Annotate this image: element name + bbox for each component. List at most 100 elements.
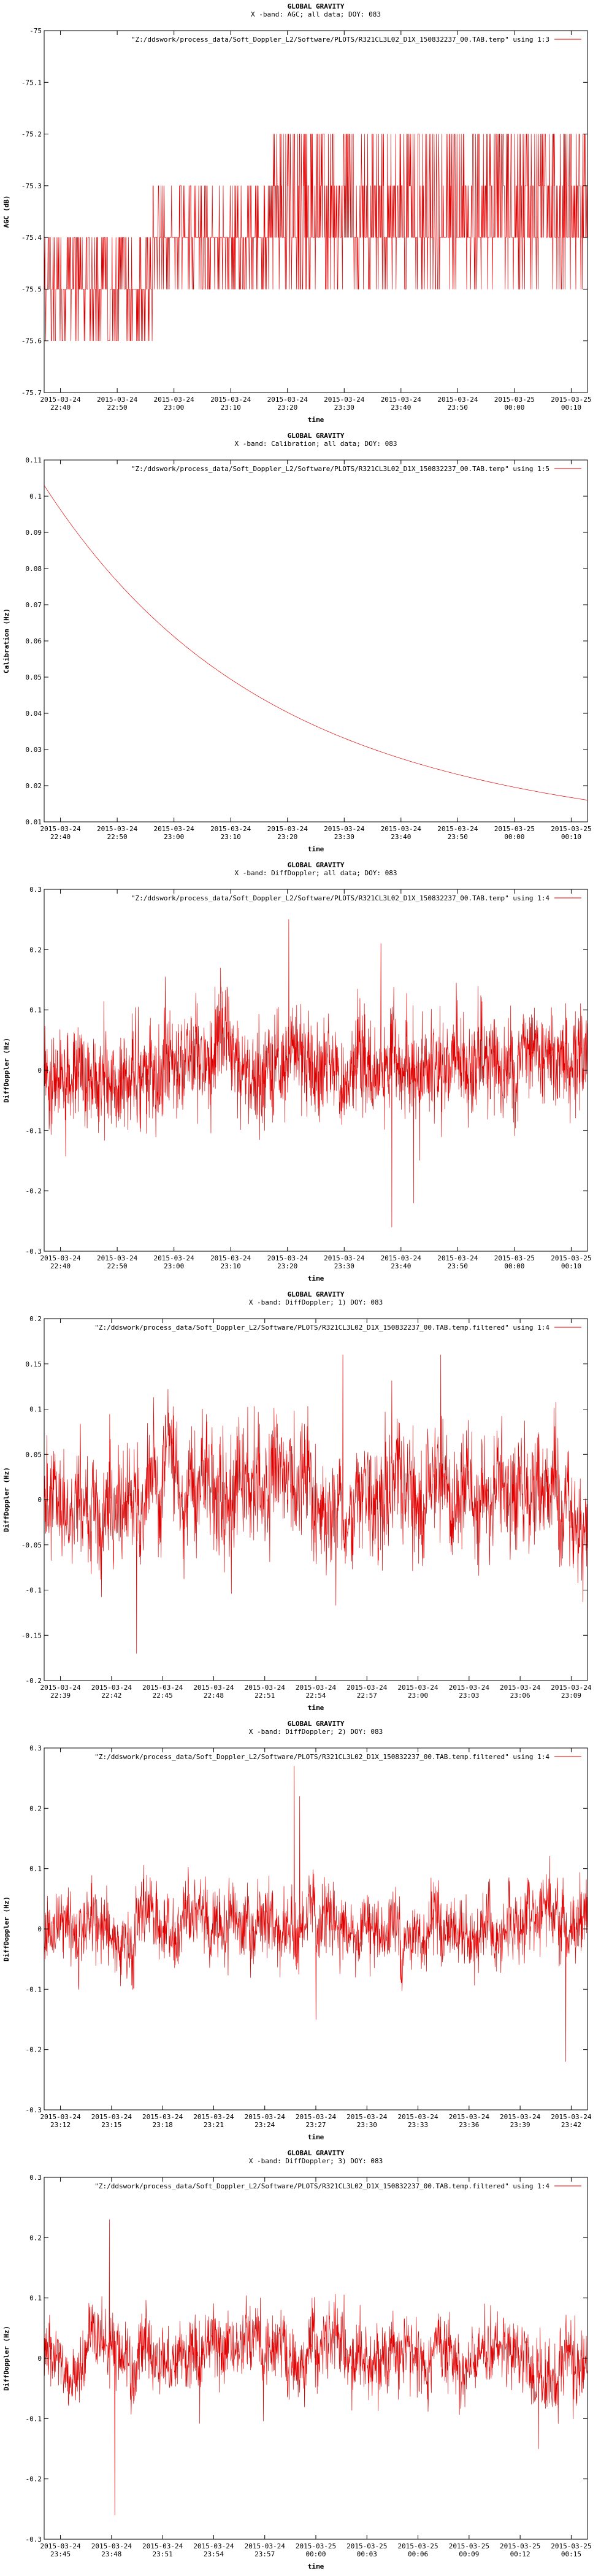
chart-title: GLOBAL GRAVITY [288, 432, 345, 440]
x-tick-date: 2015-03-24 [437, 1254, 478, 1262]
y-tick-label: 0.2 [29, 2234, 42, 2242]
y-tick-label: 0.2 [29, 946, 42, 954]
x-tick-time: 23:48 [101, 2550, 121, 2558]
y-tick-label: 0 [37, 1067, 42, 1075]
chart-subtitle: X -band: DiffDoppler; 3) DOY: 083 [249, 2157, 383, 2165]
x-tick-date: 2015-03-24 [245, 2542, 286, 2550]
y-tick-label: 0.05 [26, 1451, 42, 1459]
x-tick-date: 2015-03-25 [449, 2542, 489, 2550]
x-tick-date: 2015-03-24 [500, 2113, 541, 2121]
y-tick-label: -75.7 [21, 389, 42, 397]
x-tick-time: 23:30 [334, 404, 354, 412]
x-tick-time: 23:00 [164, 404, 184, 412]
y-tick-label: 0.02 [26, 782, 42, 790]
x-tick-time: 22:50 [107, 833, 128, 841]
chart-subtitle: X -band: DiffDoppler; 1) DOY: 083 [249, 1298, 383, 1306]
x-tick-time: 23:20 [277, 404, 297, 412]
series-line [44, 1354, 588, 1654]
x-tick-time: 00:12 [510, 2550, 530, 2558]
x-tick-time: 23:09 [561, 1692, 581, 1700]
x-tick-time: 23:00 [164, 833, 184, 841]
y-tick-label: -75.5 [21, 285, 42, 293]
y-tick-label: -0.1 [26, 1127, 42, 1135]
x-tick-date: 2015-03-24 [500, 1684, 541, 1692]
x-tick-date: 2015-03-24 [245, 1684, 286, 1692]
x-tick-date: 2015-03-25 [494, 396, 535, 404]
x-tick-time: 00:00 [504, 404, 524, 412]
x-tick-date: 2015-03-24 [381, 825, 422, 833]
y-axis-label: AGC (dB) [2, 196, 10, 228]
x-tick-date: 2015-03-24 [40, 2113, 81, 2121]
x-tick-time: 23:30 [334, 833, 354, 841]
y-tick-label: -75.4 [21, 234, 42, 242]
y-tick-label: 0.1 [29, 2294, 42, 2302]
series-line [44, 1766, 588, 2062]
x-tick-date: 2015-03-24 [97, 396, 138, 404]
x-tick-time: 23:30 [334, 1262, 354, 1270]
x-tick-date: 2015-03-24 [154, 825, 195, 833]
x-tick-date: 2015-03-25 [494, 825, 535, 833]
x-tick-date: 2015-03-24 [193, 1684, 234, 1692]
x-tick-time: 23:10 [221, 833, 241, 841]
x-tick-date: 2015-03-24 [381, 396, 422, 404]
x-tick-time: 22:40 [50, 404, 71, 412]
y-tick-label: 0.1 [29, 1006, 42, 1014]
x-tick-date: 2015-03-24 [210, 396, 251, 404]
y-tick-label: 0.2 [29, 1804, 42, 1812]
series-line [44, 485, 588, 800]
y-tick-label: -0.2 [26, 1187, 42, 1195]
series-line [44, 919, 588, 1228]
y-axis-label: DiffDoppler (Hz) [2, 1896, 10, 1961]
chart-title: GLOBAL GRAVITY [288, 2149, 345, 2157]
x-tick-time: 23:45 [50, 2550, 71, 2558]
x-tick-time: 23:00 [164, 1262, 184, 1270]
y-axis-label: DiffDoppler (Hz) [2, 2326, 10, 2391]
x-tick-date: 2015-03-24 [381, 1254, 422, 1262]
y-tick-label: -0.1 [26, 1985, 42, 1993]
x-tick-date: 2015-03-24 [267, 1254, 308, 1262]
y-tick-label: 0.07 [26, 601, 42, 609]
x-tick-time: 23:39 [510, 2121, 530, 2129]
y-tick-label: 0 [37, 2355, 42, 2363]
x-tick-date: 2015-03-24 [97, 1254, 138, 1262]
x-tick-time: 23:03 [459, 1692, 479, 1700]
series-line [44, 2219, 588, 2516]
x-tick-time: 22:48 [204, 1692, 224, 1700]
x-tick-time: 23:18 [153, 2121, 173, 2129]
x-tick-date: 2015-03-24 [91, 2113, 132, 2121]
x-tick-date: 2015-03-24 [267, 396, 308, 404]
x-tick-time: 22:54 [305, 1692, 326, 1700]
y-tick-label: 0.08 [26, 565, 42, 573]
y-tick-label: 0.11 [26, 456, 42, 464]
x-tick-time: 00:10 [561, 1262, 581, 1270]
x-tick-date: 2015-03-25 [346, 2542, 387, 2550]
x-tick-time: 00:00 [305, 2550, 326, 2558]
x-tick-date: 2015-03-24 [449, 1684, 490, 1692]
y-tick-label: -75.1 [21, 79, 42, 86]
x-axis-label: time [308, 416, 324, 424]
legend-label: "Z:/ddswork/process_data/Soft_Doppler_L2… [131, 36, 549, 44]
chart-title: GLOBAL GRAVITY [288, 2, 345, 10]
x-tick-time: 22:40 [50, 1262, 71, 1270]
legend-label: "Z:/ddswork/process_data/Soft_Doppler_L2… [131, 465, 549, 473]
x-tick-time: 00:00 [504, 1262, 524, 1270]
x-tick-time: 23:50 [448, 1262, 468, 1270]
x-tick-date: 2015-03-24 [40, 2542, 81, 2550]
series-line [44, 134, 588, 342]
y-tick-label: -0.15 [21, 1631, 42, 1639]
x-tick-date: 2015-03-24 [193, 2113, 234, 2121]
y-tick-label: 0.3 [29, 886, 42, 894]
x-tick-date: 2015-03-24 [267, 825, 308, 833]
x-tick-date: 2015-03-25 [551, 825, 591, 833]
x-tick-time: 23:15 [101, 2121, 121, 2129]
chart-title: GLOBAL GRAVITY [288, 1720, 345, 1728]
x-tick-time: 22:39 [50, 1692, 71, 1700]
x-tick-time: 00:03 [357, 2550, 377, 2558]
y-tick-label: 0.3 [29, 1744, 42, 1752]
x-tick-time: 22:57 [357, 1692, 377, 1700]
x-tick-date: 2015-03-24 [296, 2113, 337, 2121]
y-tick-label: 0.3 [29, 2174, 42, 2182]
x-tick-time: 23:50 [448, 404, 468, 412]
